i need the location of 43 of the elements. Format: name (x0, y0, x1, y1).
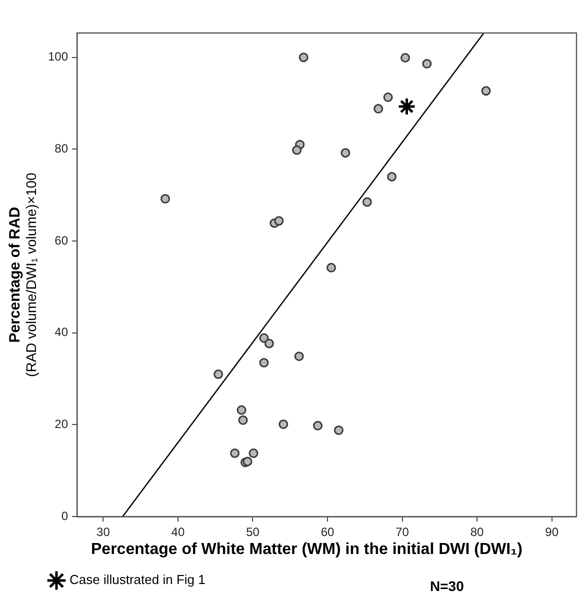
text: N=30 (430, 578, 464, 594)
point (374, 104, 384, 114)
point (278, 420, 288, 430)
x-tick-label: 90 (545, 525, 559, 540)
y-tick-label: 100 (48, 50, 68, 64)
point (326, 262, 336, 272)
x-tick-label: 70 (396, 525, 410, 540)
point (214, 369, 224, 379)
x-tick-label: 50 (246, 525, 260, 540)
point (292, 145, 302, 155)
point (236, 405, 246, 415)
y-tick-label: 40 (54, 325, 68, 340)
point (481, 86, 491, 96)
point (230, 448, 240, 458)
point (340, 148, 350, 158)
y-tick-label: 0 (61, 508, 68, 523)
point (334, 426, 344, 436)
point (387, 172, 397, 182)
point (383, 92, 393, 102)
point (274, 216, 284, 226)
point (362, 197, 372, 207)
legend-label: Case illustrated in Fig 1 (70, 572, 206, 588)
y-tick-label: 60 (54, 233, 68, 248)
point (298, 52, 308, 62)
x-tick-label: 30 (96, 525, 110, 540)
x-axis-title: Percentage of White Matter (WM) in the initial DWI (DWI₁) (91, 541, 523, 558)
point (294, 352, 304, 362)
y-tick-label: 80 (54, 142, 68, 156)
x-tick-label: 40 (171, 525, 185, 540)
point (264, 338, 274, 348)
point (400, 53, 410, 63)
point (160, 194, 170, 204)
point (259, 358, 269, 368)
y-axis-title: Percentage of RAD (RAD volume/DWI₁ volume)×100 (6, 172, 39, 377)
x-tick-label: 80 (470, 525, 484, 540)
x-tick-label: 60 (320, 525, 335, 540)
y-tick-label: 20 (54, 417, 68, 432)
point (313, 420, 323, 430)
point (248, 448, 258, 458)
point (259, 333, 269, 343)
point (398, 97, 416, 116)
point (238, 415, 248, 425)
point (422, 59, 432, 69)
